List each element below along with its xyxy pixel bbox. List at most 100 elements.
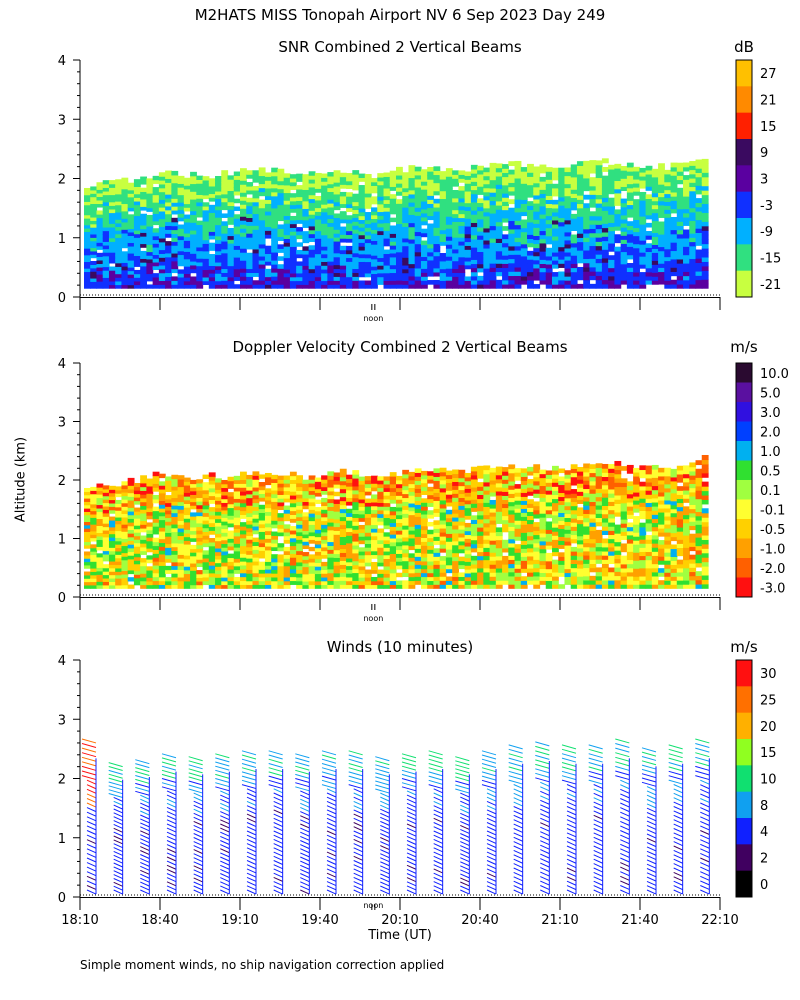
wind-profile xyxy=(695,738,710,895)
wind-profile xyxy=(428,750,444,895)
wind-profile xyxy=(321,750,337,895)
colorbar-label: -15 xyxy=(760,252,781,267)
wind-profile xyxy=(135,759,150,895)
x-tick-label: 19:10 xyxy=(221,913,258,928)
colorbar-label: -21 xyxy=(760,278,781,293)
colorbar-swatch xyxy=(736,519,752,539)
wind-profile xyxy=(161,753,177,895)
colorbar-label: -3.0 xyxy=(760,581,785,596)
colorbar xyxy=(735,362,753,598)
colorbar-label: 0.5 xyxy=(760,464,781,479)
y-tick-label: 4 xyxy=(58,654,66,669)
panel-axes xyxy=(73,362,721,610)
y-tick-label: 2 xyxy=(58,173,66,188)
colorbar-label: -0.5 xyxy=(760,523,785,538)
colorbar-label: 27 xyxy=(760,67,777,82)
y-tick-label: 2 xyxy=(58,773,66,788)
colorbar-swatch xyxy=(736,191,752,219)
y-tick-label: 0 xyxy=(58,591,66,606)
wind-profile xyxy=(535,741,550,895)
snr-heatmap xyxy=(84,158,709,289)
wind-profile xyxy=(401,753,417,895)
noon-label: noon xyxy=(363,614,383,623)
colorbar-swatch xyxy=(736,441,752,461)
y-tick-label: 1 xyxy=(58,232,66,247)
colorbar-label: -1.0 xyxy=(760,542,785,557)
wind-profile xyxy=(615,738,630,895)
colorbar-swatch xyxy=(736,421,752,442)
noon-label: noon xyxy=(363,901,383,910)
x-tick-label: 19:40 xyxy=(301,913,338,928)
y-axis-label: Altitude (km) xyxy=(13,436,29,523)
colorbar-label: 25 xyxy=(760,694,777,709)
colorbar-swatch xyxy=(736,480,752,500)
colorbar-swatch xyxy=(736,165,752,193)
colorbar-swatch xyxy=(736,244,752,272)
x-tick-label: 20:40 xyxy=(461,913,498,928)
y-tick-label: 1 xyxy=(58,832,66,847)
wind-profile xyxy=(588,744,604,895)
colorbar-label: 1.0 xyxy=(760,445,781,460)
x-axis-label: Time (UT) xyxy=(368,928,432,943)
x-tick-label: 21:10 xyxy=(541,913,578,928)
colorbar-label: -9 xyxy=(760,225,773,240)
colorbar-swatch xyxy=(736,870,752,898)
colorbar-label: 0.1 xyxy=(760,484,781,499)
wind-profile xyxy=(375,756,390,895)
y-tick-label: 1 xyxy=(58,533,66,548)
wind-profile xyxy=(295,753,310,895)
footnote: Simple moment winds, no ship navigation … xyxy=(80,958,445,972)
colorbar-label: 10 xyxy=(760,773,777,788)
colorbar-swatch xyxy=(736,765,752,793)
colorbar-label: 4 xyxy=(760,825,768,840)
colorbar-label: 15 xyxy=(760,120,777,135)
wind-profile xyxy=(215,753,230,895)
y-tick-label: 2 xyxy=(58,474,66,489)
colorbar xyxy=(735,59,753,298)
colorbar-swatch xyxy=(736,60,752,87)
panel-title-doppler: Doppler Velocity Combined 2 Vertical Bea… xyxy=(232,338,568,356)
colorbar-label: 0 xyxy=(760,878,768,893)
colorbar-swatch xyxy=(736,791,752,819)
colorbar-swatch xyxy=(736,499,752,520)
colorbar-swatch xyxy=(736,363,752,383)
wind-profile xyxy=(641,747,657,895)
wind-profile xyxy=(241,750,257,895)
colorbar-swatch xyxy=(736,577,752,598)
panel-title-snr: SNR Combined 2 Vertical Beams xyxy=(278,38,522,56)
wind-profile xyxy=(455,756,470,895)
colorbar-swatch xyxy=(736,558,752,578)
colorbar-swatch xyxy=(736,712,752,740)
colorbar-unit-doppler: m/s xyxy=(730,338,758,356)
wind-profile xyxy=(268,750,284,895)
colorbar-label: 21 xyxy=(760,94,777,109)
colorbar-swatch xyxy=(736,402,752,422)
x-tick-label: 18:40 xyxy=(141,913,178,928)
wind-profile xyxy=(188,756,204,895)
colorbar-label: 3 xyxy=(760,173,768,188)
wind-profile xyxy=(81,738,97,895)
doppler-heatmap xyxy=(84,454,709,589)
colorbar-swatch xyxy=(736,218,752,245)
y-tick-label: 0 xyxy=(58,891,66,906)
colorbar-swatch xyxy=(736,844,752,872)
colorbar-swatch xyxy=(736,86,752,114)
panel-title-winds: Winds (10 minutes) xyxy=(326,638,474,656)
y-tick-label: 3 xyxy=(58,113,66,128)
y-tick-label: 0 xyxy=(58,291,66,306)
colorbar-label: 15 xyxy=(760,746,777,761)
colorbar-label: 2 xyxy=(760,852,768,867)
colorbar-label: 2.0 xyxy=(760,425,781,440)
y-tick-label: 3 xyxy=(58,416,66,431)
colorbar-swatch xyxy=(736,112,752,140)
x-tick-label: 20:10 xyxy=(381,913,418,928)
y-tick-label: 4 xyxy=(58,357,66,372)
colorbar-swatch xyxy=(736,270,752,298)
wind-profile xyxy=(108,762,124,895)
colorbar-label: 5.0 xyxy=(760,386,781,401)
colorbar-label: -3 xyxy=(760,199,773,214)
panel-axes xyxy=(73,59,721,310)
y-tick-label: 4 xyxy=(58,54,66,69)
wind-profile xyxy=(561,744,577,895)
